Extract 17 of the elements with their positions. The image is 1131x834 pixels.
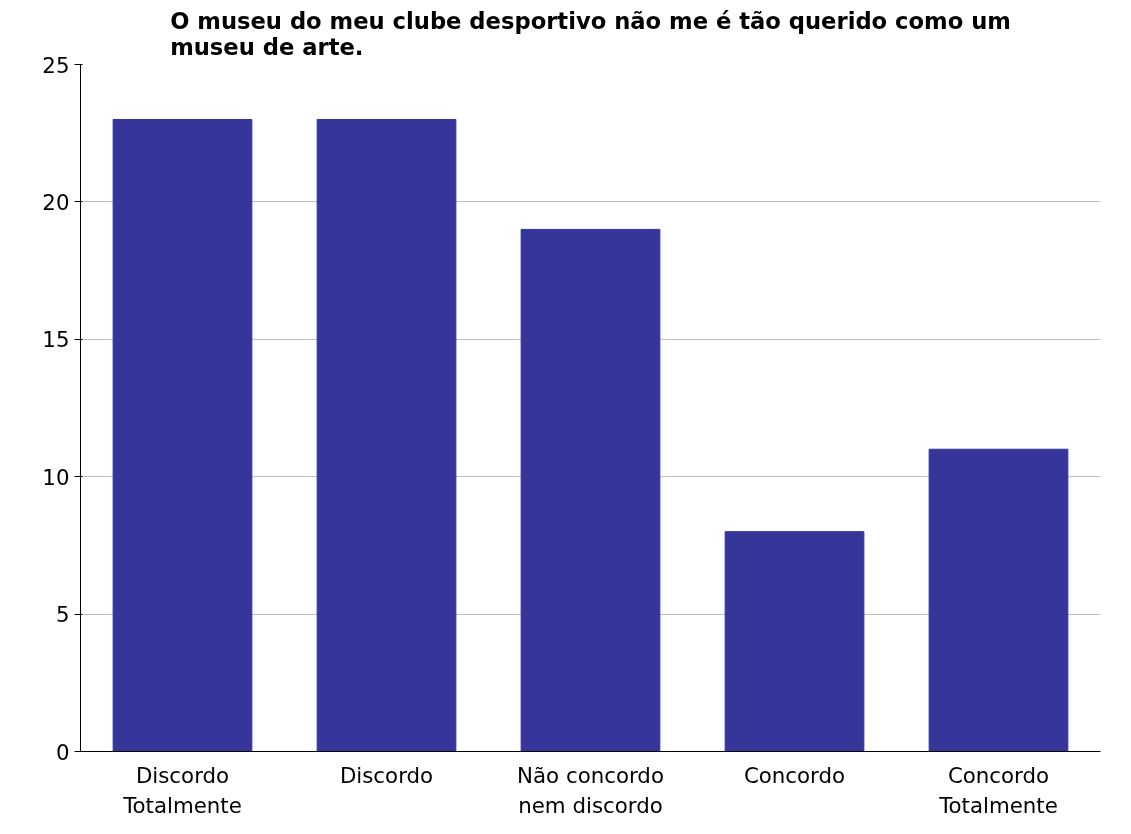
bar bbox=[928, 448, 1069, 752]
y-tick-label: 25 bbox=[42, 52, 70, 78]
chart-title: O museu do meu clube desportivo não me é tão querido como um museu de arte. bbox=[170, 7, 1011, 60]
bar bbox=[316, 118, 457, 752]
y-tick-label: 10 bbox=[42, 464, 70, 490]
x-tick-label: Não concordo nem discordo bbox=[517, 762, 664, 818]
x-tick-label: Discordo bbox=[339, 762, 434, 788]
y-tick-label: 5 bbox=[55, 602, 70, 628]
y-tick-label: 0 bbox=[55, 739, 70, 765]
x-tick-label: Concordo bbox=[743, 762, 846, 788]
y-tick-label: 15 bbox=[42, 327, 70, 353]
bar bbox=[112, 118, 253, 752]
bar bbox=[520, 228, 661, 752]
y-tick-label: 20 bbox=[42, 189, 70, 215]
bar bbox=[724, 531, 865, 752]
x-tick-label: Discordo Totalmente bbox=[122, 762, 242, 818]
x-tick-label: Concordo Totalmente bbox=[938, 762, 1058, 818]
